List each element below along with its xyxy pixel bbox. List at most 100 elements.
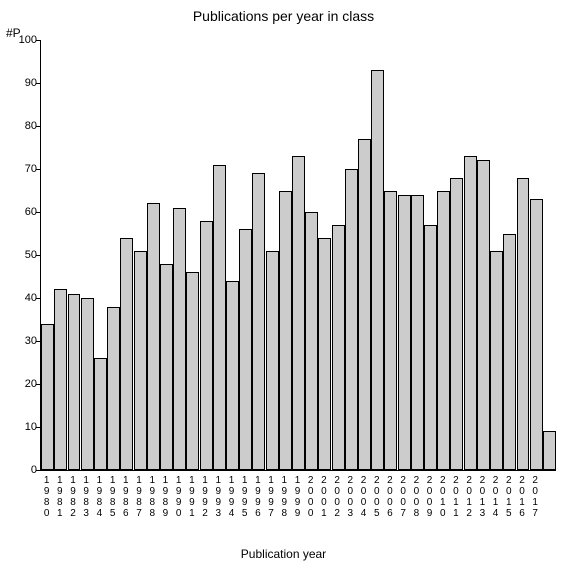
ytick-mark (36, 83, 40, 84)
bar (279, 191, 292, 471)
ytick-label: 50 (12, 249, 37, 261)
bar (305, 212, 318, 470)
ytick-mark (36, 427, 40, 428)
bar (173, 208, 186, 470)
bar (239, 229, 252, 470)
xtick-label: 2009 (425, 475, 435, 519)
bar (200, 221, 213, 470)
ytick-label: 0 (12, 464, 37, 476)
xtick-label: 1999 (293, 475, 303, 519)
ytick-mark (36, 384, 40, 385)
bar (371, 70, 384, 470)
xtick-label: 2002 (332, 475, 342, 519)
ytick-mark (36, 169, 40, 170)
plot-area (40, 40, 556, 471)
xtick-label: 1982 (68, 475, 78, 519)
xtick-label: 1992 (200, 475, 210, 519)
bar (81, 298, 94, 470)
bar (94, 358, 107, 470)
xtick-label: 1986 (121, 475, 131, 519)
bar (384, 191, 397, 471)
ytick-label: 10 (12, 421, 37, 433)
xtick-label: 1998 (279, 475, 289, 519)
xtick-label: 1995 (240, 475, 250, 519)
bar (424, 225, 437, 470)
xtick-label: 2008 (411, 475, 421, 519)
bar (543, 431, 556, 470)
bar (292, 156, 305, 470)
bar (120, 238, 133, 470)
bar (252, 173, 265, 470)
xtick-label: 1989 (160, 475, 170, 519)
bar (490, 251, 503, 470)
ytick-mark (36, 40, 40, 41)
xtick-label: 2006 (385, 475, 395, 519)
bar (398, 195, 411, 470)
ytick-label: 80 (12, 120, 37, 132)
xtick-label: 2013 (477, 475, 487, 519)
bar (517, 178, 530, 470)
ytick-label: 70 (12, 163, 37, 175)
bar (54, 289, 67, 470)
ytick-mark (36, 212, 40, 213)
bar (41, 324, 54, 470)
bar (266, 251, 279, 470)
bar (464, 156, 477, 470)
ytick-label: 40 (12, 292, 37, 304)
bar (332, 225, 345, 470)
ytick-mark (36, 255, 40, 256)
bar (477, 160, 490, 470)
xtick-label: 2011 (451, 475, 461, 519)
bar (107, 307, 120, 470)
bar (345, 169, 358, 470)
bar (437, 191, 450, 471)
xtick-label: 1981 (55, 475, 65, 519)
ytick-mark (36, 470, 40, 471)
ytick-label: 100 (12, 34, 37, 46)
ytick-label: 20 (12, 378, 37, 390)
xtick-label: 2003 (345, 475, 355, 519)
xtick-label: 2012 (464, 475, 474, 519)
bar (226, 281, 239, 470)
bar (318, 238, 331, 470)
xtick-label: 1985 (108, 475, 118, 519)
xtick-label: 1990 (174, 475, 184, 519)
xtick-label: 1984 (94, 475, 104, 519)
bar (530, 199, 543, 470)
bar (186, 272, 199, 470)
xtick-label: 2015 (504, 475, 514, 519)
bar (450, 178, 463, 470)
xtick-label: 1997 (266, 475, 276, 519)
ytick-mark (36, 298, 40, 299)
chart-container: Publications per year in class #P Public… (0, 0, 567, 567)
xtick-label: 1983 (81, 475, 91, 519)
xtick-label: 2007 (398, 475, 408, 519)
xtick-label: 1987 (134, 475, 144, 519)
ytick-mark (36, 341, 40, 342)
chart-title: Publications per year in class (0, 8, 567, 24)
bar (147, 203, 160, 470)
bar (503, 234, 516, 471)
bar (213, 165, 226, 470)
xtick-label: 1988 (147, 475, 157, 519)
xtick-label: 2001 (319, 475, 329, 519)
xtick-label: 1980 (42, 475, 52, 519)
xtick-label: 1996 (253, 475, 263, 519)
xtick-label: 2014 (491, 475, 501, 519)
x-axis-label: Publication year (0, 547, 567, 561)
bar (411, 195, 424, 470)
xtick-label: 2004 (359, 475, 369, 519)
xtick-label: 2016 (517, 475, 527, 519)
bar (134, 251, 147, 470)
ytick-label: 60 (12, 206, 37, 218)
xtick-label: 1994 (226, 475, 236, 519)
xtick-label: 2000 (306, 475, 316, 519)
xtick-label: 1993 (213, 475, 223, 519)
ytick-mark (36, 126, 40, 127)
xtick-label: 2017 (530, 475, 540, 519)
bar (358, 139, 371, 470)
bar (160, 264, 173, 470)
ytick-label: 30 (12, 335, 37, 347)
bar (68, 294, 81, 470)
xtick-label: 2005 (372, 475, 382, 519)
